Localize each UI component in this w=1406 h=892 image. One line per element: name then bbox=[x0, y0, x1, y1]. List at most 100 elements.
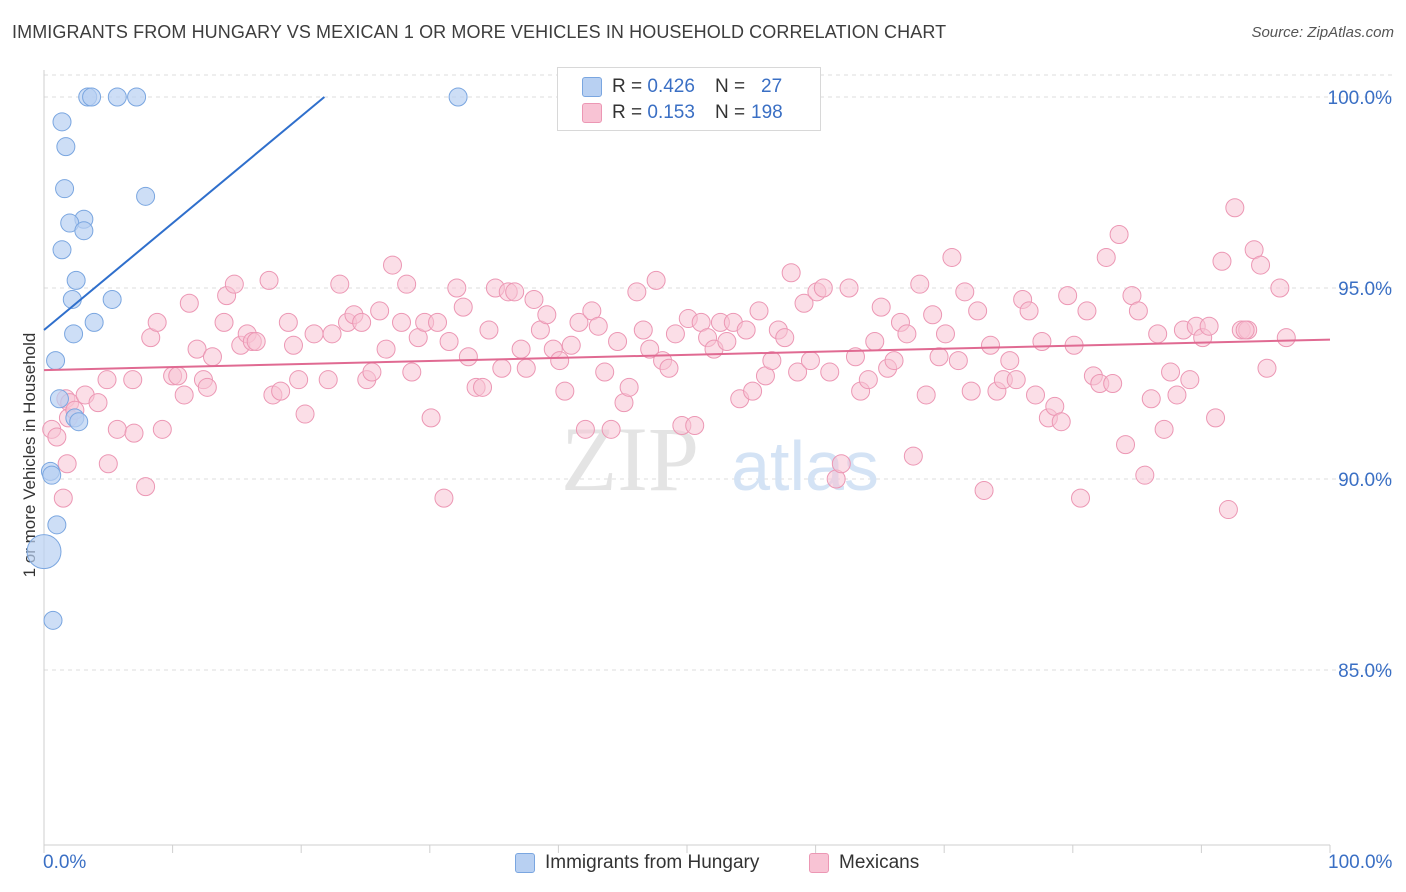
trend-line-mexicans bbox=[43, 338, 1331, 372]
data-point-mexicans bbox=[1276, 328, 1296, 348]
data-point-hungary bbox=[42, 465, 62, 485]
data-point-mexicans bbox=[935, 324, 955, 344]
watermark-atlas: atlas bbox=[731, 427, 879, 505]
data-point-mexicans bbox=[352, 312, 372, 332]
data-point-mexicans bbox=[775, 328, 795, 348]
data-point-mexicans bbox=[633, 320, 653, 340]
trend-lines bbox=[43, 96, 1331, 372]
data-point-mexicans bbox=[516, 358, 536, 378]
data-point-mexicans bbox=[974, 480, 994, 500]
data-point-mexicans bbox=[871, 297, 891, 317]
data-point-mexicans bbox=[845, 347, 865, 367]
data-point-mexicans bbox=[57, 454, 77, 474]
data-point-mexicans bbox=[788, 362, 808, 382]
data-point-hungary bbox=[136, 186, 156, 206]
data-point-mexicans bbox=[743, 381, 763, 401]
data-point-mexicans bbox=[665, 324, 685, 344]
data-point-mexicans bbox=[929, 347, 949, 367]
legend-n-value: 27 bbox=[761, 76, 783, 97]
data-point-mexicans bbox=[865, 331, 885, 351]
stats-legend: R = 0.426 N = 27 R = 0.153 N = 198 bbox=[557, 67, 821, 131]
data-point-mexicans bbox=[124, 423, 144, 443]
data-point-mexicans bbox=[1148, 324, 1168, 344]
legend-n-label: N = bbox=[714, 76, 746, 97]
data-point-mexicans bbox=[968, 301, 988, 321]
data-point-mexicans bbox=[1235, 320, 1255, 340]
data-point-mexicans bbox=[923, 305, 943, 325]
data-point-mexicans bbox=[1135, 465, 1155, 485]
data-point-hungary bbox=[55, 179, 75, 199]
data-point-mexicans bbox=[224, 274, 244, 294]
data-point-mexicans bbox=[1167, 385, 1187, 405]
x-tick-label-max: 100.0% bbox=[1328, 852, 1393, 873]
data-point-mexicans bbox=[295, 404, 315, 424]
data-point-mexicans bbox=[136, 477, 156, 497]
data-point-mexicans bbox=[1141, 389, 1161, 409]
data-point-mexicans bbox=[330, 274, 350, 294]
data-point-mexicans bbox=[202, 347, 222, 367]
data-point-mexicans bbox=[439, 331, 459, 351]
data-point-mexicans bbox=[595, 362, 615, 382]
y-tick-label: 100.0% bbox=[1328, 88, 1393, 109]
data-point-mexicans bbox=[1270, 278, 1290, 298]
data-point-hungary bbox=[26, 534, 62, 570]
data-point-mexicans bbox=[1251, 255, 1271, 275]
data-point-mexicans bbox=[762, 351, 782, 371]
legend-swatch-mexicans bbox=[809, 853, 829, 873]
legend-r-value: 0.153 bbox=[647, 102, 695, 123]
data-point-hungary bbox=[74, 221, 94, 241]
data-point-mexicans bbox=[283, 335, 303, 355]
data-point-mexicans bbox=[942, 247, 962, 267]
data-point-mexicans bbox=[47, 427, 67, 447]
data-point-mexicans bbox=[318, 370, 338, 390]
legend-item-hungary[interactable]: Immigrants from Hungary bbox=[515, 852, 759, 874]
data-point-mexicans bbox=[179, 293, 199, 313]
data-point-mexicans bbox=[447, 278, 467, 298]
data-point-mexicans bbox=[955, 282, 975, 302]
data-point-mexicans bbox=[246, 331, 266, 351]
data-point-mexicans bbox=[980, 335, 1000, 355]
data-point-mexicans bbox=[1161, 362, 1181, 382]
legend-r-value: 0.426 bbox=[647, 76, 695, 97]
data-point-mexicans bbox=[601, 419, 621, 439]
data-point-mexicans bbox=[575, 419, 595, 439]
data-point-mexicans bbox=[152, 419, 172, 439]
data-point-mexicans bbox=[1032, 331, 1052, 351]
data-point-hungary bbox=[52, 112, 72, 132]
data-point-mexicans bbox=[453, 297, 473, 317]
data-point-mexicans bbox=[271, 381, 291, 401]
data-point-mexicans bbox=[304, 324, 324, 344]
data-point-hungary bbox=[127, 87, 147, 107]
data-point-mexicans bbox=[473, 377, 493, 397]
data-point-mexicans bbox=[813, 278, 833, 298]
data-point-mexicans bbox=[53, 488, 73, 508]
legend-swatch-hungary bbox=[582, 77, 602, 97]
y-tick-label: 90.0% bbox=[1338, 470, 1392, 491]
legend-row-mexicans: R = 0.153 N = 198 bbox=[582, 101, 783, 125]
data-point-hungary bbox=[64, 324, 84, 344]
data-point-mexicans bbox=[1103, 374, 1123, 393]
data-point-mexicans bbox=[1006, 370, 1026, 390]
data-point-mexicans bbox=[1096, 247, 1116, 267]
legend-row-hungary: R = 0.426 N = 27 bbox=[582, 75, 782, 99]
legend-swatch-mexicans bbox=[582, 103, 602, 123]
data-point-mexicans bbox=[421, 408, 441, 428]
data-point-mexicans bbox=[397, 274, 417, 294]
legend-item-mexicans[interactable]: Mexicans bbox=[809, 852, 919, 874]
data-point-mexicans bbox=[1180, 370, 1200, 390]
data-point-mexicans bbox=[1116, 435, 1136, 455]
data-point-mexicans bbox=[831, 454, 851, 474]
data-point-mexicans bbox=[392, 312, 412, 332]
data-point-mexicans bbox=[383, 255, 403, 275]
data-point-mexicans bbox=[588, 316, 608, 336]
data-point-mexicans bbox=[749, 301, 769, 321]
data-point-mexicans bbox=[492, 358, 512, 378]
data-point-hungary bbox=[43, 610, 63, 630]
data-point-mexicans bbox=[123, 370, 143, 390]
y-tick-label: 85.0% bbox=[1338, 661, 1392, 682]
data-point-hungary bbox=[107, 87, 127, 107]
data-point-mexicans bbox=[820, 362, 840, 382]
data-point-mexicans bbox=[1071, 488, 1091, 508]
data-point-hungary bbox=[56, 137, 76, 157]
